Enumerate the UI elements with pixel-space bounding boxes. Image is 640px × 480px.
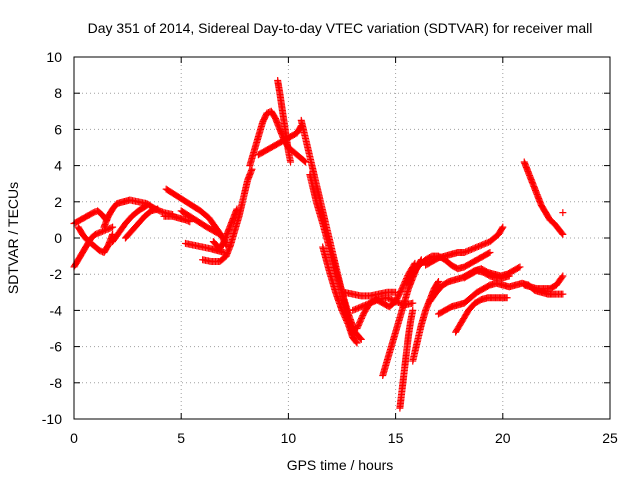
data-point — [558, 229, 566, 237]
data-point — [559, 272, 567, 280]
data-point — [143, 201, 151, 209]
grid-layer — [74, 57, 610, 419]
data-point — [498, 224, 506, 232]
data-point — [409, 306, 417, 314]
data-point — [516, 263, 524, 271]
x-tick-label: 25 — [602, 430, 618, 446]
y-tick-label: 10 — [46, 49, 62, 65]
y-tick-label: -4 — [50, 302, 63, 318]
data-point — [154, 205, 162, 213]
x-axis-label: GPS time / hours — [287, 457, 394, 473]
x-tick-label: 0 — [70, 430, 78, 446]
data-point — [357, 335, 365, 343]
data-point — [356, 334, 364, 342]
data-point — [142, 202, 150, 210]
data-point — [499, 223, 507, 231]
y-tick-label: -8 — [50, 375, 63, 391]
chart-title: Day 351 of 2014, Sidereal Day-to-day VTE… — [88, 20, 593, 36]
y-tick-label: 4 — [54, 158, 62, 174]
data-point — [215, 230, 223, 238]
y-axis-label: SDTVAR / TECUs — [5, 182, 21, 294]
data-point — [248, 165, 256, 173]
data-point — [503, 294, 511, 302]
points-layer — [70, 77, 567, 412]
data-point — [216, 230, 224, 238]
x-tick-label: 20 — [495, 430, 511, 446]
y-tick-label: -2 — [50, 266, 63, 282]
y-tick-label: 0 — [54, 230, 62, 246]
data-point — [486, 248, 494, 256]
data-point — [109, 223, 117, 231]
ticks-layer: 0 5 10 15 20 25 -10 -8 -6 -4 -2 0 2 4 6 8 10 — [42, 49, 618, 446]
x-tick-label: 5 — [177, 430, 185, 446]
data-point — [302, 158, 310, 166]
y-tick-label: 6 — [54, 121, 62, 137]
data-point — [287, 158, 295, 166]
data-point — [515, 264, 523, 272]
y-tick-label: -10 — [42, 411, 62, 427]
data-point — [434, 279, 442, 287]
x-tick-label: 15 — [388, 430, 404, 446]
x-tick-label: 10 — [281, 430, 297, 446]
data-point — [233, 205, 241, 213]
y-tick-label: 8 — [54, 85, 62, 101]
data-point — [559, 290, 567, 298]
y-tick-label: -6 — [50, 339, 63, 355]
data-point — [434, 277, 442, 285]
data-point — [485, 249, 493, 257]
data-point — [107, 224, 115, 232]
data-point — [505, 272, 513, 280]
data-point — [353, 339, 361, 347]
data-point — [558, 273, 566, 281]
y-tick-label: 2 — [54, 194, 62, 210]
data-point — [409, 299, 417, 307]
data-point — [559, 230, 567, 238]
data-point — [559, 209, 567, 217]
data-point — [352, 338, 360, 346]
data-point — [300, 157, 308, 165]
